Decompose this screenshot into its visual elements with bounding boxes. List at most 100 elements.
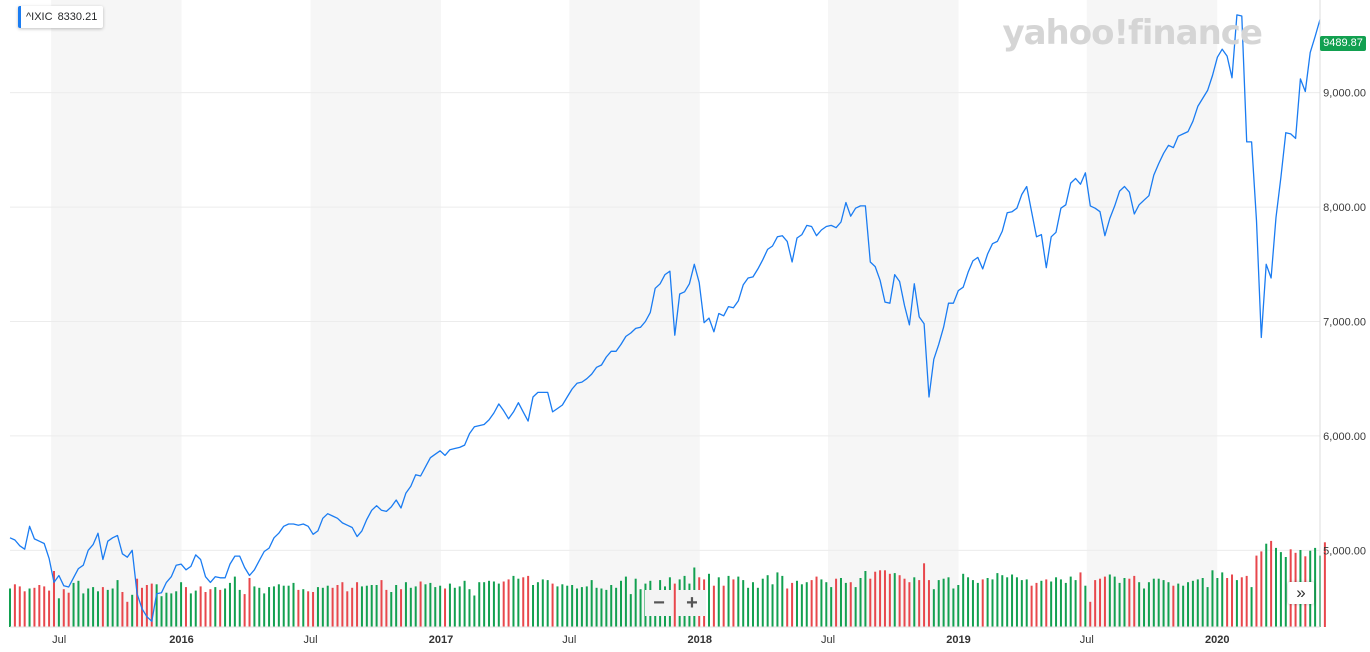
volume-bar — [795, 580, 798, 627]
volume-bar — [316, 587, 319, 627]
volume-bar — [830, 587, 833, 627]
volume-bar — [492, 581, 495, 627]
time-band — [828, 0, 959, 627]
volume-bar — [1015, 577, 1018, 627]
volume-bar — [1050, 581, 1053, 627]
volume-bar — [184, 587, 187, 627]
volume-bar — [1250, 587, 1253, 627]
volume-bar — [536, 582, 539, 627]
volume-bar — [561, 584, 564, 627]
volume-bar — [1275, 547, 1278, 627]
volume-bar — [1182, 585, 1185, 627]
volume-bar — [13, 584, 16, 627]
volume-bar — [439, 585, 442, 627]
volume-bar — [874, 571, 877, 627]
volume-bar — [268, 587, 271, 627]
volume-bar — [1118, 582, 1121, 627]
volume-bar — [9, 588, 11, 627]
volume-bar — [1133, 575, 1136, 627]
volume-bar — [326, 585, 329, 627]
series-color-swatch — [18, 6, 21, 28]
volume-bar — [522, 577, 525, 627]
volume-bar — [781, 575, 784, 627]
volume-bar — [810, 580, 813, 627]
volume-bar — [971, 580, 974, 627]
volume-bar — [566, 585, 569, 627]
volume-bar — [82, 593, 85, 627]
volume-bar — [771, 584, 774, 627]
volume-bar — [189, 593, 192, 627]
volume-bar — [351, 587, 354, 627]
volume-bar — [48, 590, 51, 627]
volume-bar — [380, 580, 383, 627]
x-tick-label: 2016 — [169, 634, 193, 646]
price-line — [9, 14, 1321, 622]
zoom-in-button[interactable]: + — [678, 590, 706, 616]
volume-bar — [1240, 577, 1243, 627]
volume-bar — [1040, 580, 1043, 627]
volume-bar — [1265, 543, 1268, 627]
volume-bar — [820, 579, 823, 627]
volume-bar — [121, 592, 124, 627]
volume-bar — [302, 589, 305, 627]
volume-bar — [145, 585, 148, 627]
volume-bar — [923, 563, 926, 627]
volume-bar — [28, 588, 31, 627]
volume-bar — [297, 589, 300, 627]
volume-bar — [483, 582, 486, 627]
volume-bar — [204, 592, 207, 627]
volume-bar — [404, 582, 407, 627]
x-tick-label: Jul — [52, 634, 66, 646]
grid-lines — [10, 92, 1320, 551]
volume-bar — [111, 588, 114, 627]
volume-bar — [1314, 547, 1317, 627]
volume-bar — [1235, 580, 1238, 627]
volume-bar — [620, 580, 623, 627]
volume-bar — [747, 587, 750, 627]
volume-bar — [370, 585, 373, 627]
volume-bar — [1138, 582, 1141, 627]
volume-bar — [1147, 582, 1150, 627]
volume-bar — [1011, 574, 1014, 627]
volume-bar — [365, 585, 368, 627]
volume-bar — [336, 585, 339, 627]
volume-bar — [150, 583, 153, 627]
volume-bar — [634, 578, 637, 627]
volume-bar — [1211, 570, 1214, 627]
volume-bar — [571, 585, 574, 627]
volume-bar — [717, 577, 720, 627]
series-legend[interactable]: ^IXIC 8330.21 — [18, 6, 104, 28]
zoom-out-button[interactable]: − — [645, 590, 673, 616]
volume-bar — [478, 582, 481, 627]
volume-bar — [253, 586, 256, 627]
volume-bar — [116, 580, 119, 627]
volume-bar — [209, 589, 212, 627]
volume-bar — [52, 571, 55, 627]
volume-bar — [1221, 572, 1224, 627]
volume-bar — [33, 587, 36, 627]
volume-bar — [576, 588, 579, 627]
volume-bar — [160, 596, 163, 627]
volume-bar — [1201, 578, 1204, 627]
volume-bar — [615, 587, 618, 627]
volume-bar — [341, 582, 344, 627]
volume-bar — [390, 592, 393, 627]
volume-bar — [1020, 580, 1023, 627]
volume-bar — [742, 580, 745, 627]
volume-bar — [1103, 576, 1106, 627]
volume-bar — [1128, 578, 1131, 627]
volume-bar — [580, 587, 583, 627]
volume-bar — [1030, 585, 1033, 627]
volume-bar — [957, 585, 960, 627]
volume-bar — [927, 580, 930, 627]
volume-bar — [468, 589, 471, 627]
volume-bar — [1099, 578, 1102, 627]
volume-bar — [1143, 588, 1146, 627]
volume-bar — [967, 577, 970, 627]
volume-bar — [414, 586, 417, 627]
volume-bar — [233, 576, 236, 627]
y-tick-label: 8,000.00 — [1323, 202, 1366, 214]
expand-chart-button[interactable]: » — [1288, 582, 1314, 604]
price-line-layer — [9, 14, 1321, 622]
volume-bar — [805, 582, 808, 627]
